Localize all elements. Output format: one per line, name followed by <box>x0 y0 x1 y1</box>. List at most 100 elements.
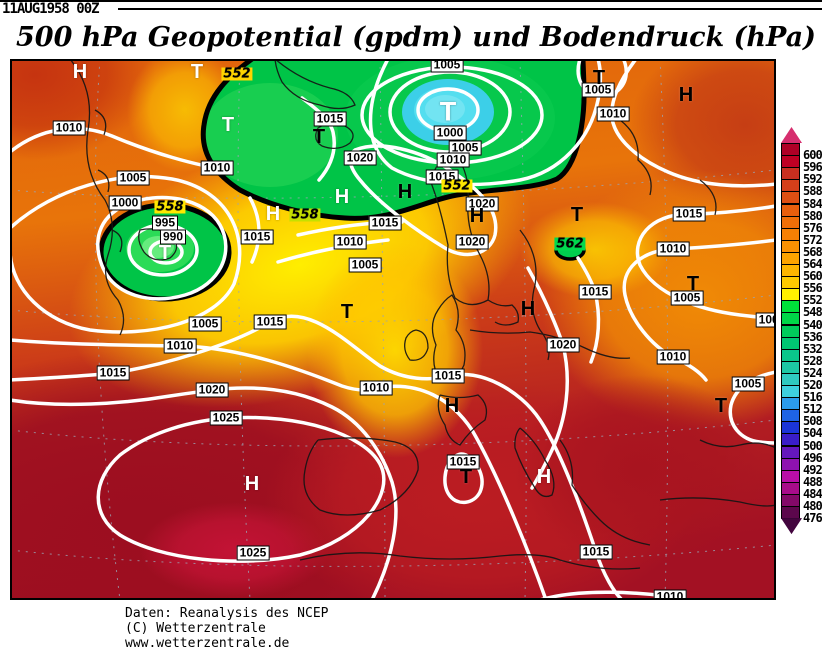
colorbar-value: 484 <box>803 486 822 501</box>
colorbar-value: 548 <box>803 305 822 320</box>
colorbar-box <box>781 397 800 411</box>
colorbar-value: 516 <box>803 390 822 405</box>
pressure-label: 1010 <box>333 234 367 250</box>
pressure-label: 1010 <box>52 120 86 136</box>
colorbar-box <box>781 312 800 326</box>
pressure-label: 1010 <box>653 589 687 598</box>
colorbar-value: 492 <box>803 462 822 477</box>
attribution-line-1: Daten: Reanalysis des NCEP <box>125 606 329 621</box>
colorbar-value: 508 <box>803 414 822 429</box>
pressure-label: 1020 <box>343 150 377 166</box>
pressure-label: 1015 <box>431 368 465 384</box>
colorbar-box <box>781 288 800 302</box>
colorbar-value: 504 <box>803 426 822 441</box>
pressure-label: 1010 <box>656 241 690 257</box>
high-center-letter: H <box>265 203 281 225</box>
low-center-letter: T <box>158 242 172 264</box>
graticule <box>12 61 774 598</box>
pressure-label: 1010 <box>596 106 630 122</box>
colorbar-value: 584 <box>803 196 822 211</box>
colorbar-value: 528 <box>803 353 822 368</box>
low-center-letter: T <box>221 114 235 136</box>
attribution-line-3: www.wetterzentrale.de <box>125 636 290 651</box>
map-datetime: 11AUG1958 00Z <box>2 1 100 17</box>
colorbar-arrow-top <box>781 127 802 143</box>
colorbar-value: 592 <box>803 172 822 187</box>
colorbar-box <box>781 239 800 253</box>
pressure-label: 1005 <box>430 61 464 73</box>
pressure-label: 1015 <box>672 206 706 222</box>
colorbar-value: 496 <box>803 450 822 465</box>
colorbar-box <box>781 336 800 350</box>
pressure-label: 1015 <box>446 454 480 470</box>
colorbar-value: 532 <box>803 341 822 356</box>
colorbar-value: 556 <box>803 281 822 296</box>
pressure-label: 1005 <box>670 290 704 306</box>
attribution: Daten: Reanalysis des NCEP (C) Wetterzen… <box>125 606 329 651</box>
colorbar-box <box>781 360 800 374</box>
colorbar-value: 520 <box>803 378 822 392</box>
colorbar-box <box>781 409 800 423</box>
attribution-line-2: (C) Wetterzentrale <box>125 621 266 636</box>
map-label-layer: 1010 1010 1005 1000 995 990 1015 1005 1010 1015 10… <box>12 61 774 598</box>
low-center-letter: T <box>459 466 473 488</box>
pressure-label: 1000 <box>433 125 467 141</box>
colorbar-box <box>781 300 800 314</box>
pressure-label: 1015 <box>96 365 130 381</box>
colorbar-box <box>781 324 800 338</box>
colorbar-value: 476 <box>803 511 822 526</box>
colorbar-box <box>781 167 800 181</box>
geopotential-label: 558 <box>289 207 321 223</box>
low-center-letter: T <box>714 395 728 417</box>
low-center-letter: T <box>592 67 606 89</box>
pressure-label: 1020 <box>195 382 229 398</box>
colorbar-value: 512 <box>803 402 822 417</box>
high-center-letter: H <box>678 84 694 106</box>
geopotential-label: 552 <box>441 178 473 194</box>
pressure-label: 1005 <box>731 376 765 392</box>
colorbar-box <box>781 481 800 495</box>
colorbar-arrow-bottom <box>781 518 802 535</box>
pressure-label: 1015 <box>368 215 402 231</box>
colorbar-value: 600 <box>803 148 822 163</box>
colorbar-box <box>781 179 800 193</box>
colorbar-value: 572 <box>803 232 822 247</box>
colorbar-value: 552 <box>803 293 822 308</box>
colorbar-box <box>781 506 800 519</box>
pressure-label: 1015 <box>313 111 347 127</box>
colorbar-box <box>781 143 800 156</box>
pressure-label: 990 <box>159 229 187 245</box>
colorbar-value: 480 <box>803 499 822 513</box>
geopotential-label: 562 <box>554 236 586 252</box>
pressure-label: 1020 <box>465 196 499 212</box>
geopotential-colorbar: 600 596 592 588 584 580 576 572 568 564 560 556 552 5… <box>781 127 822 537</box>
pressure-label: 1010 <box>163 338 197 354</box>
colorbar-box <box>781 469 800 483</box>
pressure-label: 1010 <box>200 160 234 176</box>
high-center-letter: H <box>72 61 88 83</box>
high-center-letter: H <box>244 473 260 495</box>
colorbar-box <box>781 433 800 447</box>
colorbar-box <box>781 276 800 290</box>
colorbar-value: 580 <box>803 208 822 223</box>
pressure-label: 1005 <box>581 82 615 98</box>
header-rule-line <box>118 8 822 10</box>
colorbar-box <box>781 445 800 459</box>
colorbar-value: 576 <box>803 220 822 235</box>
colorbar-box <box>781 348 800 362</box>
low-center-letter: T <box>570 204 584 226</box>
pressure-label: 1005 <box>116 170 150 186</box>
colorbar-value: 568 <box>803 244 822 259</box>
pressure-label: 1015 <box>578 284 612 300</box>
pressure-label: 1015 <box>579 544 613 560</box>
low-center-letter: T <box>439 96 457 127</box>
colorbar-box <box>781 203 800 217</box>
high-center-letter: H <box>520 298 536 320</box>
pressure-label: 1020 <box>455 234 489 250</box>
colorbar-value: 540 <box>803 317 822 332</box>
colorbar-box <box>781 264 800 277</box>
colorbar-value: 524 <box>803 365 822 380</box>
weather-map: 1010 1010 1005 1000 995 990 1015 1005 1010 1015 10… <box>10 59 776 600</box>
high-center-letter: H <box>397 181 413 203</box>
